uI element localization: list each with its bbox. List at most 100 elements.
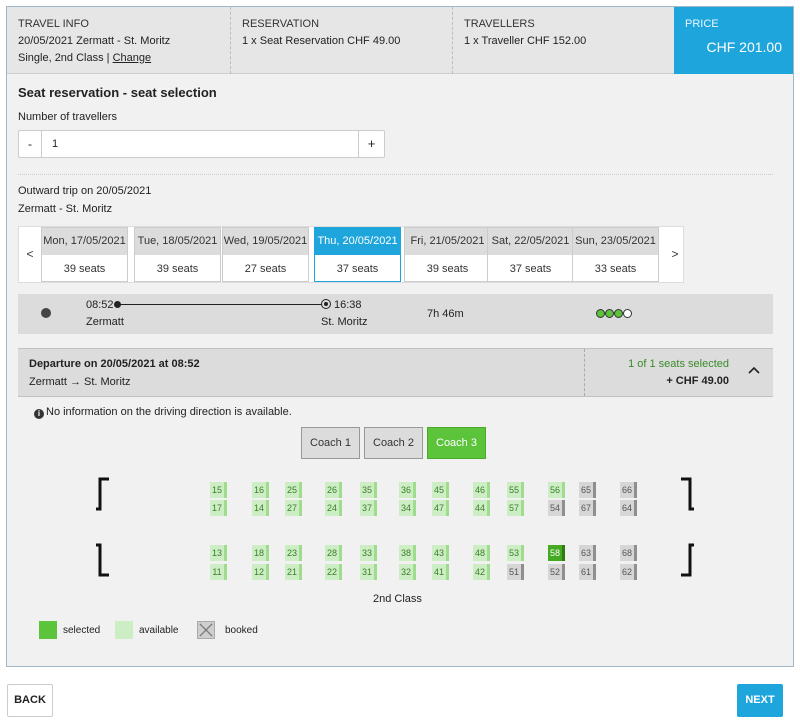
next-button[interactable]: NEXT bbox=[737, 684, 783, 717]
seat-available[interactable]: 38 bbox=[399, 545, 416, 561]
price-info: PRICE CHF 201.00 bbox=[674, 7, 793, 74]
day-tab[interactable]: Sat, 22/05/2021 37 seats bbox=[487, 227, 574, 282]
seat-available[interactable]: 36 bbox=[399, 482, 416, 498]
radio-icon[interactable] bbox=[41, 308, 51, 318]
seat-available[interactable]: 33 bbox=[360, 545, 377, 561]
seat-available[interactable]: 32 bbox=[399, 564, 416, 580]
seat-selected[interactable]: 58 bbox=[548, 545, 565, 561]
seat-booked: 61 bbox=[579, 564, 596, 580]
change-link[interactable]: Change bbox=[112, 52, 152, 64]
door-icon bbox=[681, 477, 694, 511]
seat-available[interactable]: 41 bbox=[432, 564, 449, 580]
coach-1-button[interactable]: Coach 1 bbox=[301, 427, 360, 459]
back-button[interactable]: BACK bbox=[7, 684, 53, 717]
day-date: Fri, 21/05/2021 bbox=[405, 228, 490, 255]
seat-available[interactable]: 16 bbox=[252, 482, 269, 498]
seat-booked: 66 bbox=[620, 482, 637, 498]
seat-available[interactable]: 55 bbox=[507, 482, 524, 498]
seat-available[interactable]: 17 bbox=[210, 500, 227, 516]
seat-available[interactable]: 47 bbox=[432, 500, 449, 516]
seat-available[interactable]: 37 bbox=[360, 500, 377, 516]
travel-info-caption: TRAVEL INFO bbox=[18, 18, 89, 30]
seat-available[interactable]: 11 bbox=[210, 564, 227, 580]
travellers-stepper: - 1 + bbox=[18, 130, 385, 158]
increment-button[interactable]: + bbox=[358, 131, 384, 157]
seat-available[interactable]: 42 bbox=[473, 564, 490, 580]
day-seats: 39 seats bbox=[426, 263, 469, 275]
seat-available[interactable]: 25 bbox=[285, 482, 302, 498]
chevron-up-icon[interactable] bbox=[747, 363, 761, 377]
occupancy-dot-icon bbox=[623, 309, 632, 318]
decrement-button[interactable]: - bbox=[19, 131, 42, 157]
day-seats: 37 seats bbox=[336, 263, 379, 275]
seat-available[interactable]: 14 bbox=[252, 500, 269, 516]
route-line bbox=[120, 304, 326, 305]
seat-available[interactable]: 27 bbox=[285, 500, 302, 516]
seat-available[interactable]: 12 bbox=[252, 564, 269, 580]
day-tab[interactable]: Fri, 21/05/2021 39 seats bbox=[404, 227, 491, 282]
legend-available: available bbox=[139, 625, 179, 636]
seat-available[interactable]: 21 bbox=[285, 564, 302, 580]
seat-available[interactable]: 13 bbox=[210, 545, 227, 561]
connection-row[interactable]: 08:52 Zermatt 16:38 St. Moritz 7h 46m bbox=[18, 294, 773, 334]
seat-available[interactable]: 18 bbox=[252, 545, 269, 561]
departure-panel[interactable]: Departure on 20/05/2021 at 08:52 Zermatt… bbox=[18, 348, 773, 397]
seat-available[interactable]: 15 bbox=[210, 482, 227, 498]
start-dot-icon bbox=[114, 301, 121, 308]
day-date: Sat, 22/05/2021 bbox=[488, 228, 573, 255]
occupancy-dot-icon bbox=[605, 309, 614, 318]
seat-available[interactable]: 53 bbox=[507, 545, 524, 561]
prev-days-button[interactable]: < bbox=[26, 247, 34, 261]
price-caption: PRICE bbox=[685, 18, 719, 30]
seat-available[interactable]: 57 bbox=[507, 500, 524, 516]
seat-available[interactable]: 44 bbox=[473, 500, 490, 516]
departure-station: Zermatt bbox=[86, 316, 124, 328]
day-tab-selected[interactable]: Thu, 20/05/2021 37 seats bbox=[314, 227, 401, 282]
day-date: Mon, 17/05/2021 bbox=[42, 228, 127, 255]
seat-available[interactable]: 46 bbox=[473, 482, 490, 498]
seat-booked: 51 bbox=[507, 564, 524, 580]
coach-3-button[interactable]: Coach 3 bbox=[427, 427, 486, 459]
reservation-info: RESERVATION 1 x Seat Reservation CHF 49.… bbox=[230, 7, 452, 74]
day-tab[interactable]: Mon, 17/05/2021 39 seats bbox=[41, 227, 128, 282]
available-swatch bbox=[115, 621, 133, 639]
reservation-caption: RESERVATION bbox=[242, 18, 320, 30]
next-days-button[interactable]: > bbox=[671, 247, 679, 261]
day-tab[interactable]: Wed, 19/05/2021 27 seats bbox=[222, 227, 309, 282]
day-date: Sun, 23/05/2021 bbox=[573, 228, 658, 255]
coach-2-button[interactable]: Coach 2 bbox=[364, 427, 423, 459]
seat-available[interactable]: 26 bbox=[325, 482, 342, 498]
seat-available[interactable]: 48 bbox=[473, 545, 490, 561]
total-price: CHF 201.00 bbox=[706, 39, 782, 55]
legend-booked: booked bbox=[225, 625, 258, 636]
door-icon bbox=[681, 543, 694, 577]
info-icon: i bbox=[34, 409, 44, 419]
arrival-time: 16:38 bbox=[334, 299, 362, 311]
travellers-count[interactable]: 1 bbox=[52, 138, 59, 150]
day-date: Thu, 20/05/2021 bbox=[315, 228, 400, 255]
seat-available[interactable]: 56 bbox=[548, 482, 565, 498]
seat-available[interactable]: 28 bbox=[325, 545, 342, 561]
day-seats: 39 seats bbox=[63, 263, 106, 275]
door-icon bbox=[96, 477, 109, 511]
seat-available[interactable]: 23 bbox=[285, 545, 302, 561]
occupancy-dot-icon bbox=[596, 309, 605, 318]
seats-selected-status: 1 of 1 seats selected bbox=[628, 358, 729, 370]
seat-available[interactable]: 35 bbox=[360, 482, 377, 498]
day-tab[interactable]: Tue, 18/05/2021 39 seats bbox=[134, 227, 221, 282]
seat-booked: 68 bbox=[620, 545, 637, 561]
seat-available[interactable]: 22 bbox=[325, 564, 342, 580]
seat-available[interactable]: 43 bbox=[432, 545, 449, 561]
seat-booked: 65 bbox=[579, 482, 596, 498]
day-date: Tue, 18/05/2021 bbox=[135, 228, 220, 255]
page-title: Seat reservation - seat selection bbox=[18, 85, 217, 100]
travellers-label: Number of travellers bbox=[18, 111, 118, 123]
seat-available[interactable]: 24 bbox=[325, 500, 342, 516]
travellers-caption: TRAVELLERS bbox=[464, 18, 535, 30]
travellers-line: 1 x Traveller CHF 152.00 bbox=[464, 35, 587, 47]
info-text: No information on the driving direction … bbox=[46, 406, 292, 418]
seat-available[interactable]: 34 bbox=[399, 500, 416, 516]
day-tab[interactable]: Sun, 23/05/2021 33 seats bbox=[572, 227, 659, 282]
seat-available[interactable]: 31 bbox=[360, 564, 377, 580]
seat-available[interactable]: 45 bbox=[432, 482, 449, 498]
